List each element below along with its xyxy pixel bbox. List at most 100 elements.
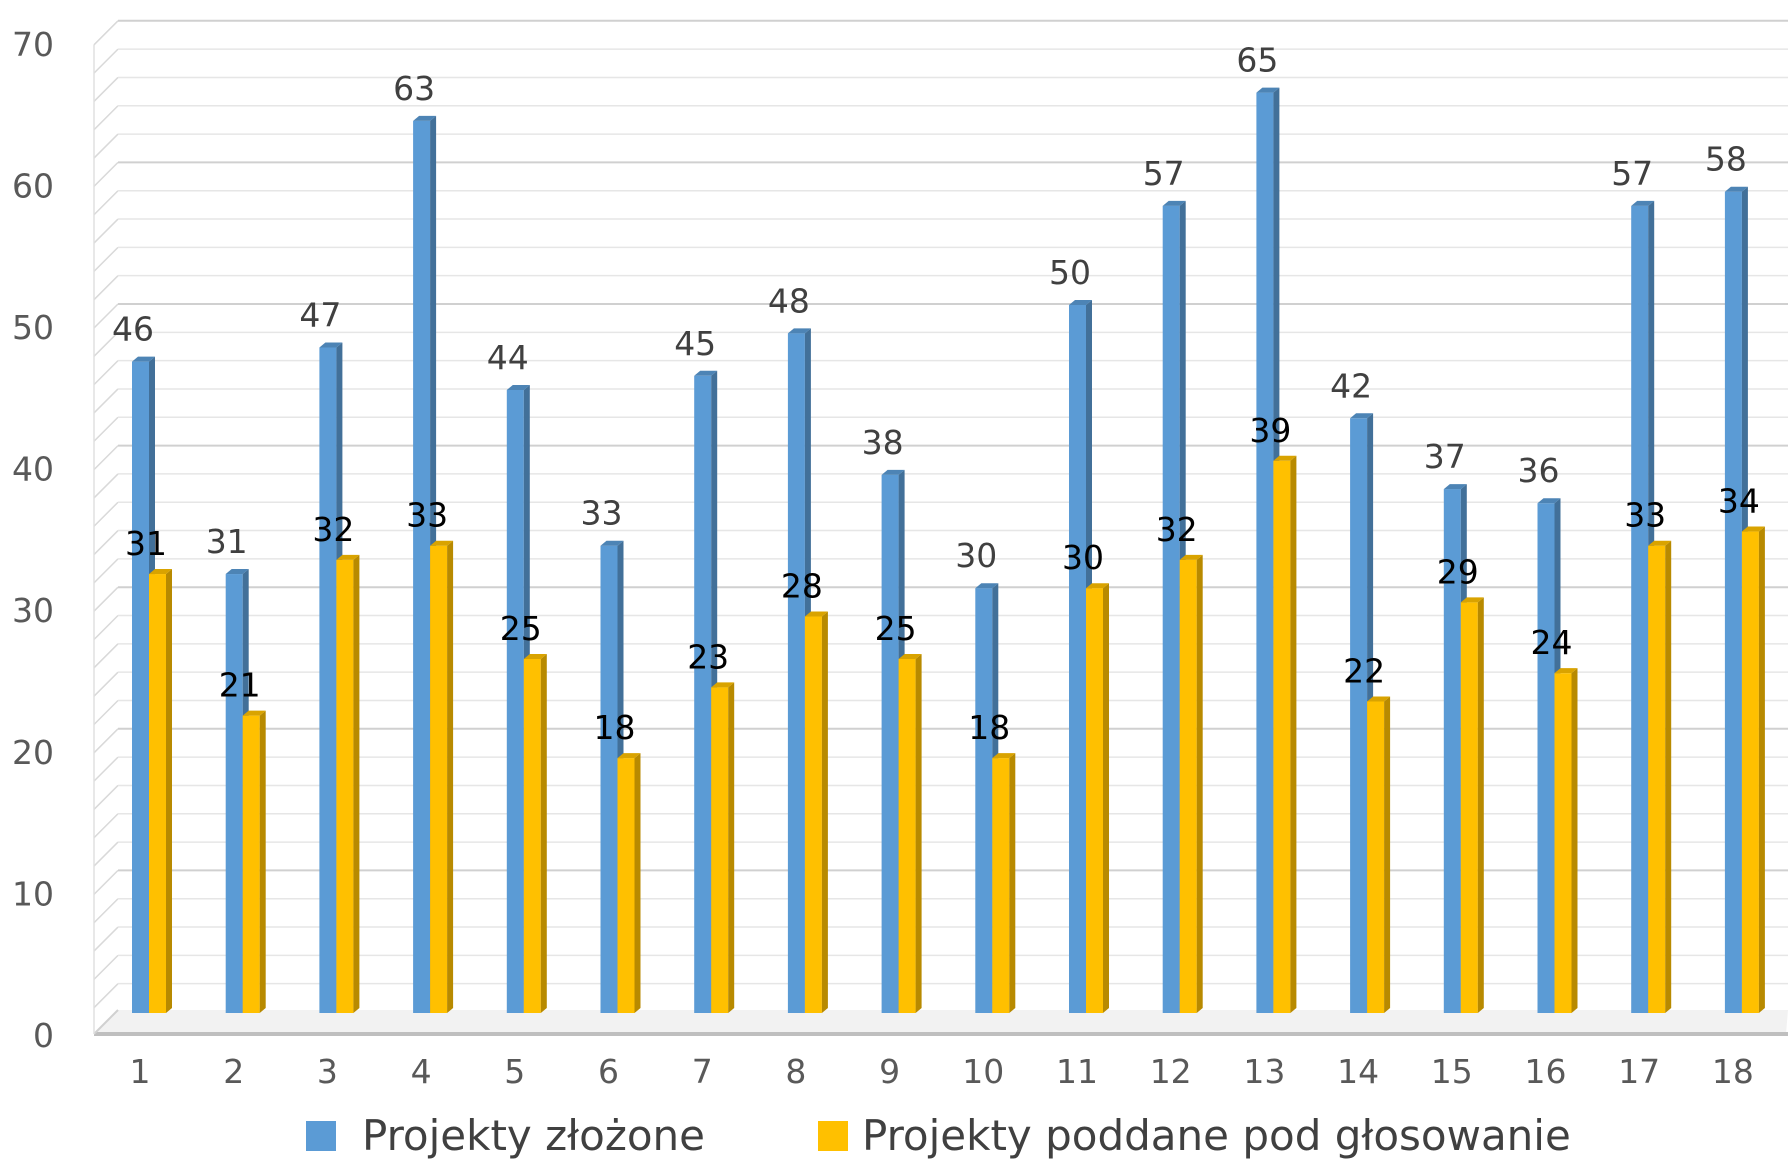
gridline-side — [93, 586, 119, 612]
data-label-blue: 38 — [862, 423, 904, 462]
gridline-side — [93, 275, 119, 301]
gridline-side — [93, 48, 119, 74]
data-label-gold: 18 — [968, 708, 1010, 747]
data-label-gold: 23 — [687, 637, 729, 676]
gridline-side — [93, 161, 119, 187]
gridline-side — [93, 105, 119, 131]
x-tick-label: 7 — [692, 1052, 713, 1091]
gridline-side — [93, 643, 119, 669]
floor-edge — [93, 1009, 119, 1035]
gridline-side — [93, 473, 119, 499]
data-label-blue: 46 — [112, 310, 154, 349]
gridline-side — [93, 218, 119, 244]
x-tick-label: 9 — [879, 1052, 900, 1091]
y-tick-label: 30 — [12, 591, 54, 630]
gridline-side — [93, 416, 119, 442]
bar-projekty-glosowanie — [804, 611, 828, 1013]
bar-projekty-glosowanie — [336, 554, 360, 1013]
gridline-side — [93, 20, 119, 46]
data-label-gold: 25 — [500, 609, 542, 648]
data-label-blue: 33 — [581, 494, 623, 533]
data-label-gold: 39 — [1249, 411, 1291, 450]
gridline-side — [93, 926, 119, 952]
bar-projekty-glosowanie — [242, 710, 266, 1013]
data-labels: 46 31 31 21 47 32 63 33 44 25 33 18 45 23 48 28 38 25 30 18… — [112, 41, 1760, 748]
legend-label-gold: Projekty poddane pod głosowanie — [862, 1111, 1571, 1160]
data-label-gold: 24 — [1531, 623, 1573, 662]
data-label-blue: 50 — [1049, 253, 1091, 292]
x-tick-label: 17 — [1618, 1052, 1660, 1091]
data-label-blue: 30 — [955, 536, 997, 575]
y-tick-label: 40 — [12, 450, 54, 489]
gridline-side — [93, 76, 119, 102]
bar-projekty-glosowanie — [992, 753, 1016, 1013]
gridline-side — [93, 784, 119, 810]
legend: Projekty złożone Projekty poddane pod gł… — [306, 1111, 1571, 1160]
data-label-blue: 47 — [299, 295, 341, 334]
gridlines — [93, 19, 1788, 1036]
data-label-gold: 33 — [1624, 496, 1666, 535]
x-tick-label: 8 — [785, 1052, 806, 1091]
data-label-gold: 32 — [1156, 510, 1198, 549]
x-tick-label: 1 — [130, 1052, 151, 1091]
y-tick-label: 50 — [12, 308, 54, 347]
data-label-blue: 63 — [393, 69, 435, 108]
data-label-gold: 22 — [1343, 651, 1385, 690]
x-axis: 1 2 3 4 5 6 7 8 9 10 11 12 13 14 15 16 17 18 — [130, 1052, 1754, 1091]
gridline-side — [93, 728, 119, 754]
data-label-gold: 30 — [1062, 538, 1104, 577]
data-label-gold: 25 — [875, 609, 917, 648]
data-label-blue: 57 — [1143, 154, 1185, 193]
x-tick-label: 6 — [598, 1052, 619, 1091]
y-tick-label: 20 — [12, 733, 54, 772]
gridline-side — [93, 445, 119, 471]
data-label-blue: 31 — [206, 522, 248, 561]
data-label-blue: 58 — [1705, 140, 1747, 179]
gridline-side — [93, 246, 119, 272]
data-label-gold: 32 — [312, 510, 354, 549]
bar-projekty-glosowanie — [1273, 455, 1297, 1013]
bar-projekty-glosowanie — [430, 540, 454, 1013]
bar-projekty-glosowanie — [1554, 668, 1578, 1013]
bar-projekty-glosowanie — [1460, 597, 1484, 1013]
x-tick-label: 18 — [1712, 1052, 1754, 1091]
bar-projekty-glosowanie — [711, 682, 735, 1013]
gridline-side — [93, 558, 119, 584]
gridline-side — [93, 501, 119, 527]
gridline-side — [93, 331, 119, 357]
gridline-side — [93, 303, 119, 329]
data-label-gold: 33 — [406, 496, 448, 535]
data-label-gold: 29 — [1437, 552, 1479, 591]
bars — [132, 87, 1765, 1014]
x-tick-label: 2 — [223, 1052, 244, 1091]
bar-projekty-glosowanie — [1648, 540, 1672, 1013]
y-tick-label: 10 — [12, 874, 54, 913]
y-tick-label: 60 — [12, 166, 54, 205]
data-label-gold: 18 — [594, 708, 636, 747]
y-axis: 0 10 20 30 40 50 60 70 — [12, 25, 54, 1055]
data-label-blue: 44 — [487, 338, 529, 377]
legend-swatch-blue — [306, 1121, 336, 1151]
gridline-side — [93, 841, 119, 867]
gridline-side — [93, 133, 119, 159]
bar-projekty-glosowanie — [149, 569, 172, 1013]
gridline-side — [93, 360, 119, 386]
data-label-blue: 42 — [1330, 366, 1372, 405]
legend-label-blue: Projekty złożone — [362, 1111, 705, 1160]
y-tick-label: 0 — [33, 1016, 54, 1055]
gridline-side — [93, 671, 119, 697]
x-tick-label: 10 — [962, 1052, 1004, 1091]
gridline-side — [93, 898, 119, 924]
x-tick-label: 12 — [1150, 1052, 1192, 1091]
data-label-blue: 45 — [674, 324, 716, 363]
data-label-blue: 37 — [1424, 437, 1466, 476]
legend-swatch-gold — [818, 1121, 848, 1151]
bar-projekty-glosowanie — [1367, 696, 1391, 1013]
x-tick-label: 13 — [1243, 1052, 1285, 1091]
x-tick-label: 5 — [504, 1052, 525, 1091]
bar-projekty-glosowanie — [523, 654, 547, 1013]
data-label-gold: 21 — [219, 666, 261, 705]
gridline-side — [93, 530, 119, 556]
gridline-side — [93, 614, 119, 641]
data-label-blue: 48 — [768, 281, 810, 320]
